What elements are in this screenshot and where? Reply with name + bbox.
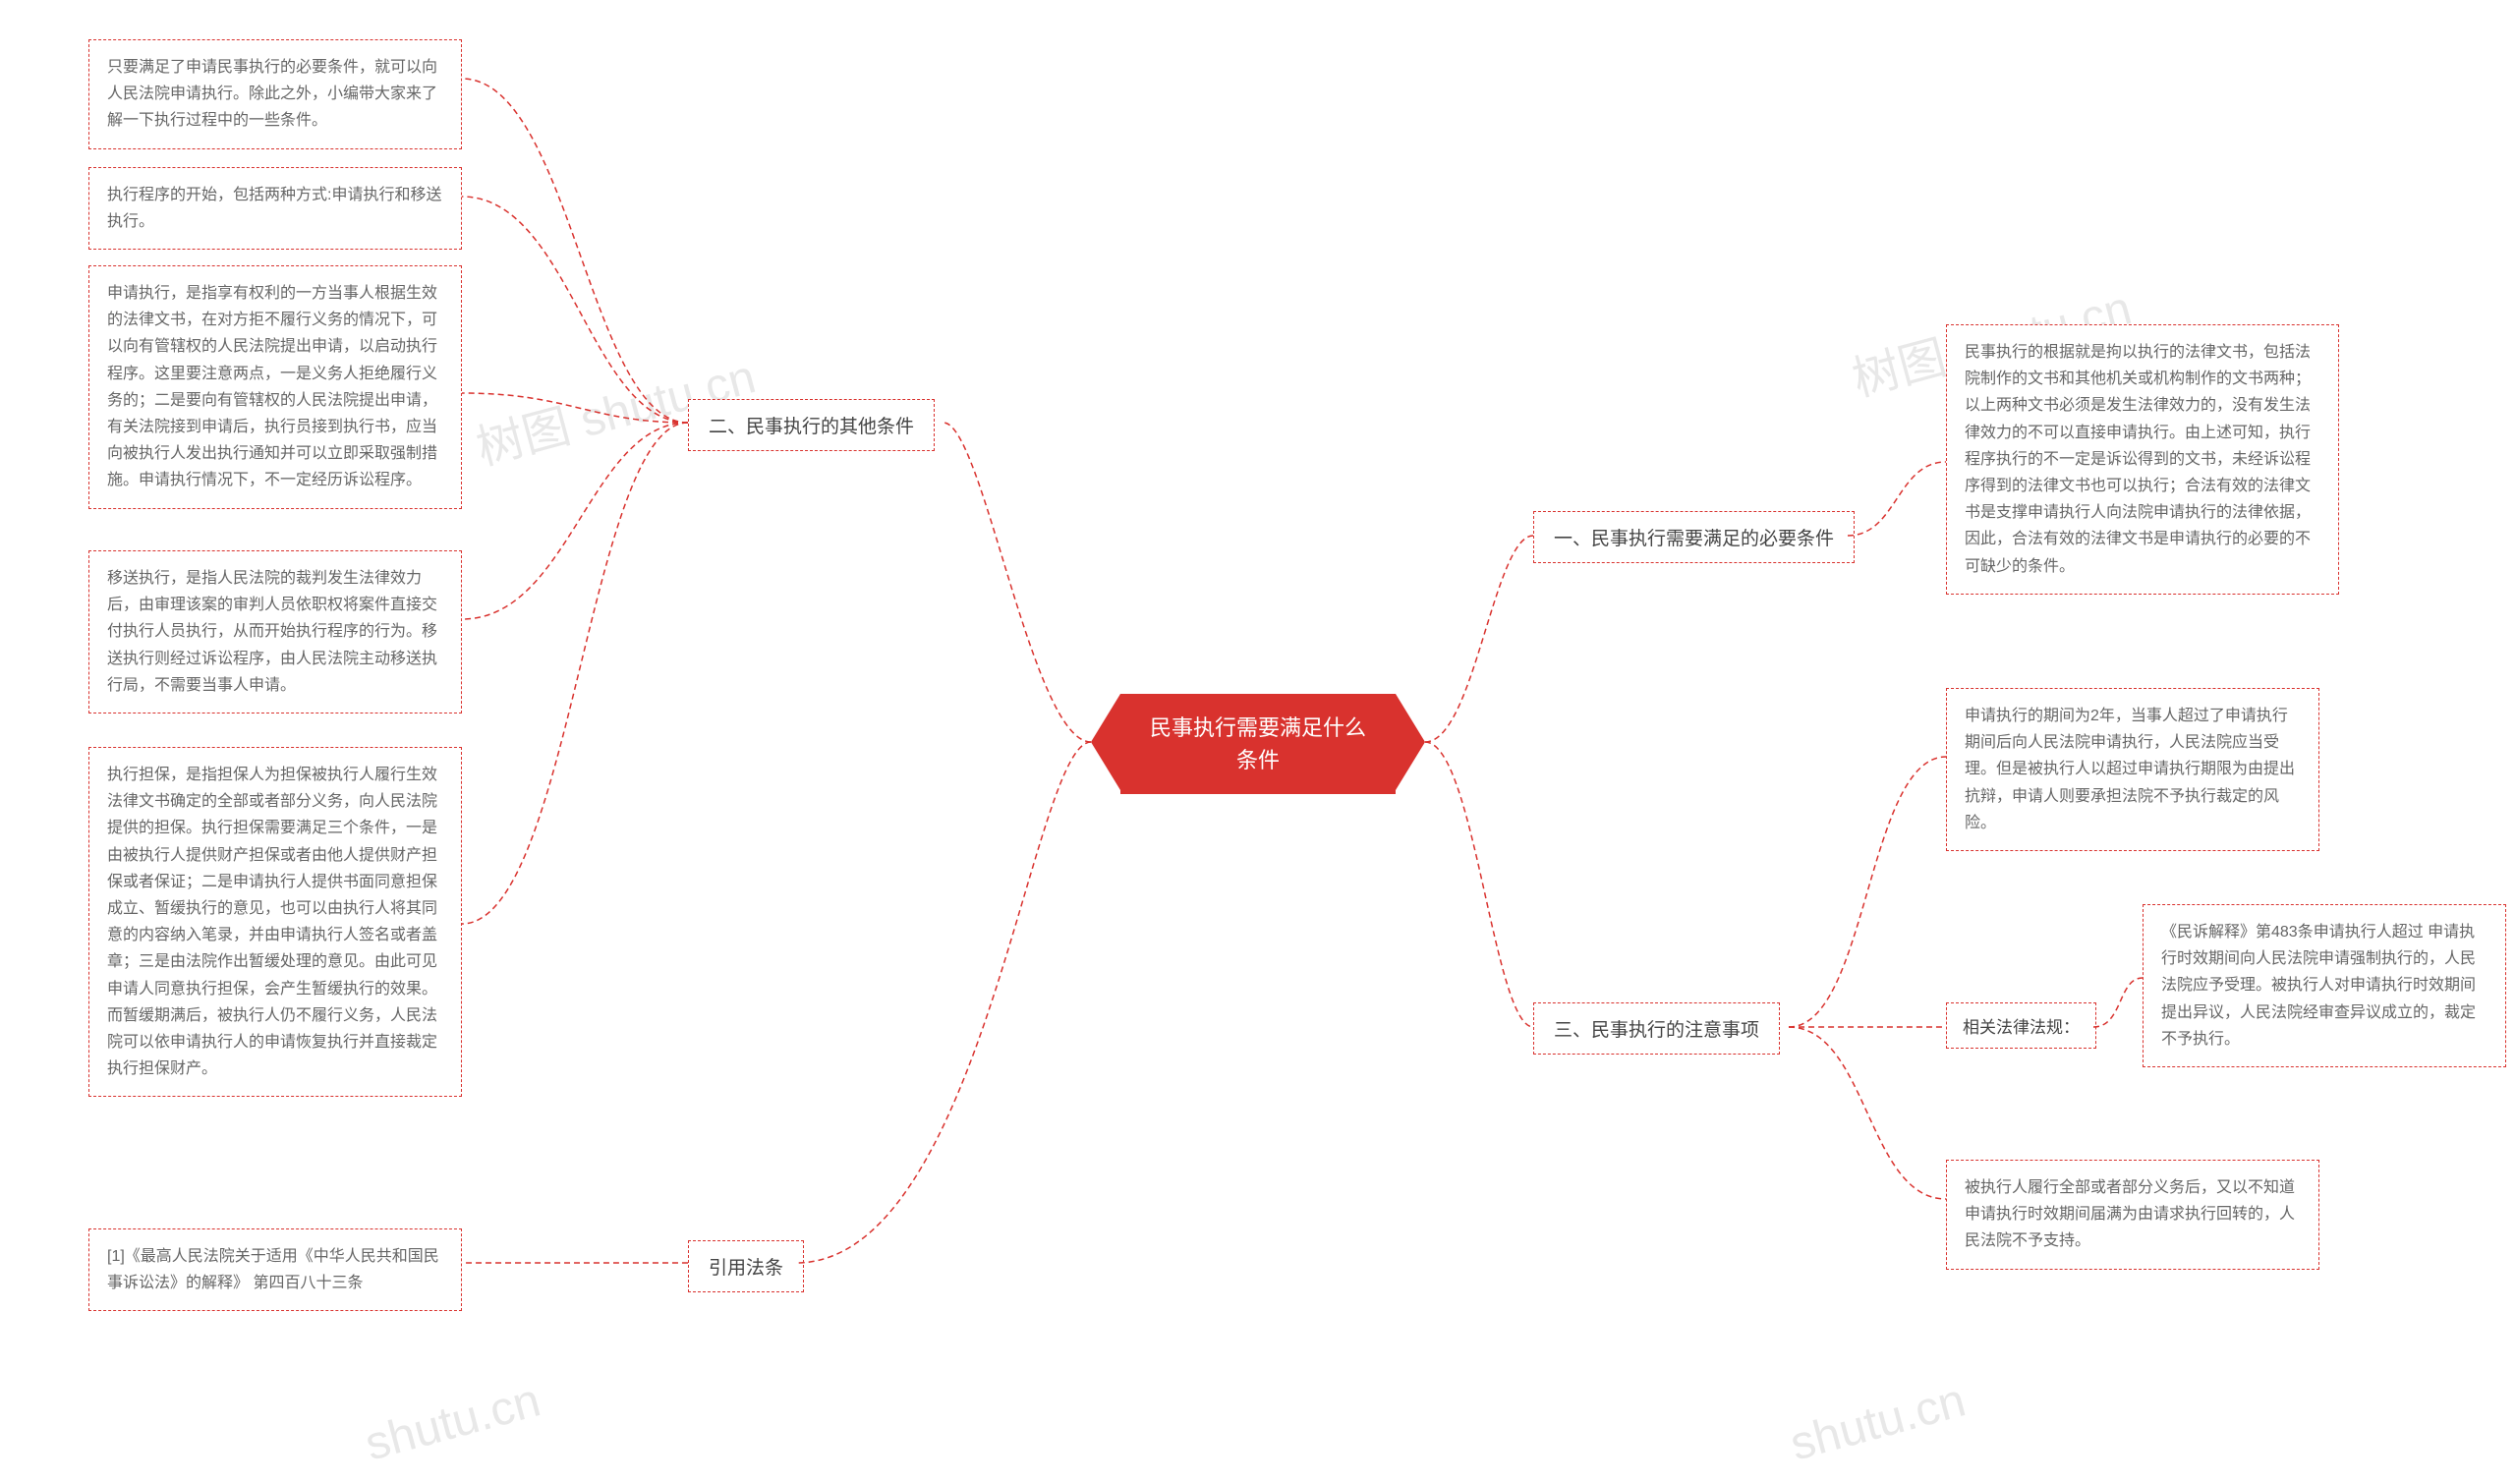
leaf-2b: 执行程序的开始，包括两种方式:申请执行和移送执行。: [88, 167, 462, 250]
branch-3: 三、民事执行的注意事项: [1533, 1002, 1780, 1055]
leaf-2c: 申请执行，是指享有权利的一方当事人根据生效的法律文书，在对方拒不履行义务的情况下…: [88, 265, 462, 509]
leaf-4a: [1]《最高人民法院关于适用《中华人民共和国民事诉讼法》的解释》 第四百八十三条: [88, 1228, 462, 1311]
leaf-2e: 执行担保，是指担保人为担保被执行人履行生效法律文书确定的全部或者部分义务，向人民…: [88, 747, 462, 1097]
branch-1: 一、民事执行需要满足的必要条件: [1533, 511, 1855, 563]
leaf-2d: 移送执行，是指人民法院的裁判发生法律效力后，由审理该案的审判人员依职权将案件直接…: [88, 550, 462, 713]
sub-3-regulations: 相关法律法规：: [1946, 1002, 2096, 1049]
leaf-3b: 《民诉解释》第483条申请执行人超过 申请执行时效期间向人民法院申请强制执行的，…: [2143, 904, 2506, 1067]
watermark: shutu.cn: [1785, 1373, 1972, 1471]
leaf-1a: 民事执行的根据就是拘以执行的法律文书，包括法院制作的文书和其他机关或机构制作的文…: [1946, 324, 2339, 595]
leaf-3a: 申请执行的期间为2年，当事人超过了申请执行期间后向人民法院申请执行，人民法院应当…: [1946, 688, 2319, 851]
branch-2: 二、民事执行的其他条件: [688, 399, 935, 451]
branch-4: 引用法条: [688, 1240, 804, 1292]
center-node: 民事执行需要满足什么条件: [1120, 694, 1396, 794]
leaf-2a: 只要满足了申请民事执行的必要条件，就可以向人民法院申请执行。除此之外，小编带大家…: [88, 39, 462, 149]
watermark: shutu.cn: [360, 1373, 546, 1471]
leaf-3c: 被执行人履行全部或者部分义务后，又以不知道申请执行时效期间届满为由请求执行回转的…: [1946, 1160, 2319, 1270]
